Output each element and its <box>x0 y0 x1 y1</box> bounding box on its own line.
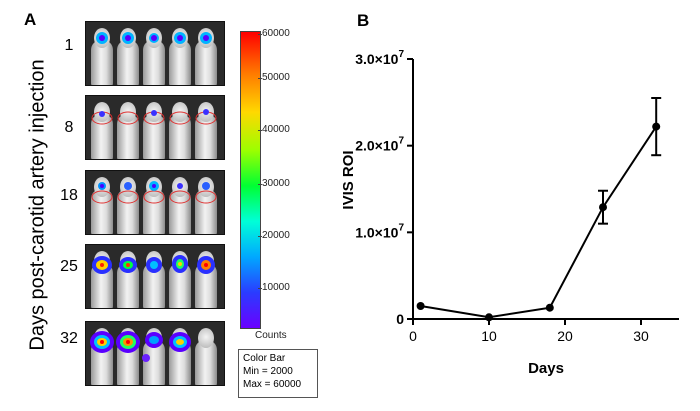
panel-b-label: B <box>357 11 369 30</box>
color-bar-tick: 30000 <box>258 178 322 189</box>
color-bar-tick: 60000 <box>258 28 322 39</box>
legend-max: Max = 60000 <box>243 379 302 390</box>
day-label: 1 <box>64 37 74 54</box>
color-bar-unit-label: Counts <box>255 330 287 341</box>
color-bar-tick: 40000 <box>258 124 322 135</box>
ivis-image-day-18 <box>85 170 225 235</box>
y-tick-label: 2.0×107 <box>355 136 404 154</box>
data-point <box>485 313 493 322</box>
day-label: 25 <box>60 258 78 275</box>
y-axis-label: IVIS ROI <box>340 150 357 209</box>
legend-min: Min = 2000 <box>243 366 293 377</box>
color-bar-tick: 10000 <box>258 282 322 293</box>
day-label: 8 <box>64 119 74 136</box>
y-tick-label: 3.0×107 <box>355 49 404 67</box>
x-tick-label: 30 <box>633 328 649 344</box>
data-point <box>545 303 554 312</box>
color-bar-tick: 50000 <box>258 72 322 83</box>
ivis-image-day-8 <box>85 95 225 160</box>
color-bar-tick: 20000 <box>258 230 322 241</box>
mouse-image <box>169 177 191 234</box>
bioluminescence-signal <box>92 255 215 274</box>
bioluminescence-signal <box>90 331 191 362</box>
ivis-image-day-25 <box>85 244 225 309</box>
x-tick-label: 20 <box>557 328 573 344</box>
bioluminescence-signal <box>99 109 209 117</box>
data-point <box>652 122 661 131</box>
series-line <box>420 126 658 319</box>
x-axis-label: Days <box>528 360 564 377</box>
day-label: 18 <box>60 187 78 204</box>
bioluminescence-signal <box>98 181 210 191</box>
mouse-image <box>195 177 217 234</box>
x-tick-label: 10 <box>481 328 497 344</box>
ivis-image-day-32 <box>85 321 225 386</box>
day-label: 32 <box>60 330 78 347</box>
ivis-image-day-1 <box>85 21 225 86</box>
bioluminescence-signal <box>96 32 212 44</box>
mouse-image <box>143 102 165 159</box>
mouse-image <box>195 328 217 385</box>
y-tick-label: 1.0×107 <box>355 222 404 240</box>
legend-title: Color Bar <box>243 353 286 364</box>
color-bar <box>240 31 261 329</box>
panel-a-label: A <box>24 10 37 29</box>
color-bar-legend: Color Bar Min = 2000 Max = 60000 <box>238 349 318 398</box>
data-point <box>416 302 425 310</box>
data-point <box>599 203 607 212</box>
y-tick-label: 0 <box>396 311 404 327</box>
x-tick-label: 0 <box>409 328 417 344</box>
